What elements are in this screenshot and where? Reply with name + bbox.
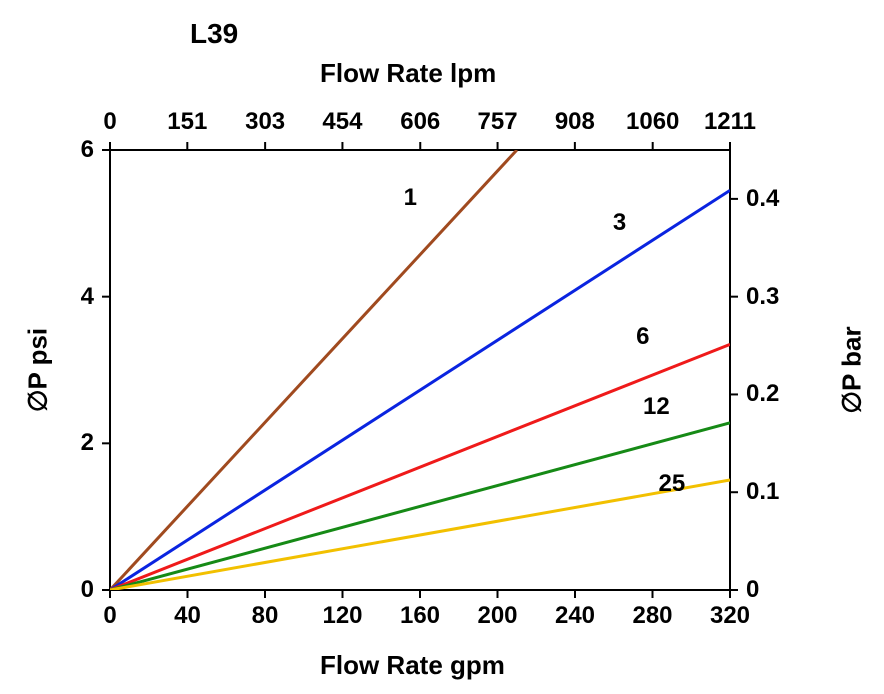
x-bottom-tick-label: 240 bbox=[555, 602, 595, 630]
series-line-25 bbox=[110, 480, 730, 590]
y-left-tick-label: 4 bbox=[81, 283, 94, 311]
series-line-1 bbox=[110, 150, 517, 590]
y-right-axis-label: ∅P bar bbox=[837, 326, 868, 413]
x-bottom-tick-label: 200 bbox=[477, 602, 517, 630]
y-right-tick-label: 0.4 bbox=[746, 185, 779, 213]
x-top-tick-label: 1211 bbox=[704, 108, 756, 136]
y-left-axis-label: ∅P psi bbox=[23, 328, 54, 412]
series-label-3: 3 bbox=[613, 209, 626, 237]
x-bottom-tick-label: 160 bbox=[400, 602, 440, 630]
y-right-tick-label: 0.3 bbox=[746, 283, 779, 311]
x-top-tick-label: 757 bbox=[478, 108, 518, 136]
x-top-tick-label: 303 bbox=[245, 108, 285, 136]
x-bottom-tick-label: 0 bbox=[103, 602, 116, 630]
x-top-axis-label: Flow Rate lpm bbox=[320, 58, 496, 89]
y-right-tick-label: 0 bbox=[746, 576, 759, 604]
series-label-6: 6 bbox=[636, 323, 649, 351]
x-bottom-tick-label: 320 bbox=[710, 602, 750, 630]
x-bottom-tick-label: 280 bbox=[632, 602, 672, 630]
x-bottom-axis-label: Flow Rate gpm bbox=[320, 650, 505, 681]
x-top-tick-label: 1060 bbox=[626, 108, 679, 136]
y-right-tick-label: 0.1 bbox=[746, 478, 779, 506]
y-left-tick-label: 0 bbox=[81, 576, 94, 604]
series-line-6 bbox=[110, 344, 730, 590]
y-right-tick-label: 0.2 bbox=[746, 380, 779, 408]
x-bottom-tick-label: 40 bbox=[174, 602, 201, 630]
x-top-tick-label: 908 bbox=[555, 108, 595, 136]
series-line-12 bbox=[110, 423, 730, 590]
x-top-tick-label: 0 bbox=[103, 108, 116, 136]
x-top-tick-label: 151 bbox=[167, 108, 207, 136]
y-left-tick-label: 6 bbox=[81, 136, 94, 164]
series-label-25: 25 bbox=[659, 470, 686, 498]
series-label-12: 12 bbox=[643, 393, 670, 421]
series-line-3 bbox=[110, 190, 730, 590]
x-bottom-tick-label: 120 bbox=[322, 602, 362, 630]
x-bottom-tick-label: 80 bbox=[252, 602, 279, 630]
series-label-1: 1 bbox=[404, 184, 417, 212]
y-left-tick-label: 2 bbox=[81, 429, 94, 457]
chart-stage: L39 Flow Rate lpm Flow Rate gpm ∅P psi ∅… bbox=[0, 0, 884, 694]
x-top-tick-label: 454 bbox=[322, 108, 362, 136]
x-top-tick-label: 606 bbox=[400, 108, 440, 136]
